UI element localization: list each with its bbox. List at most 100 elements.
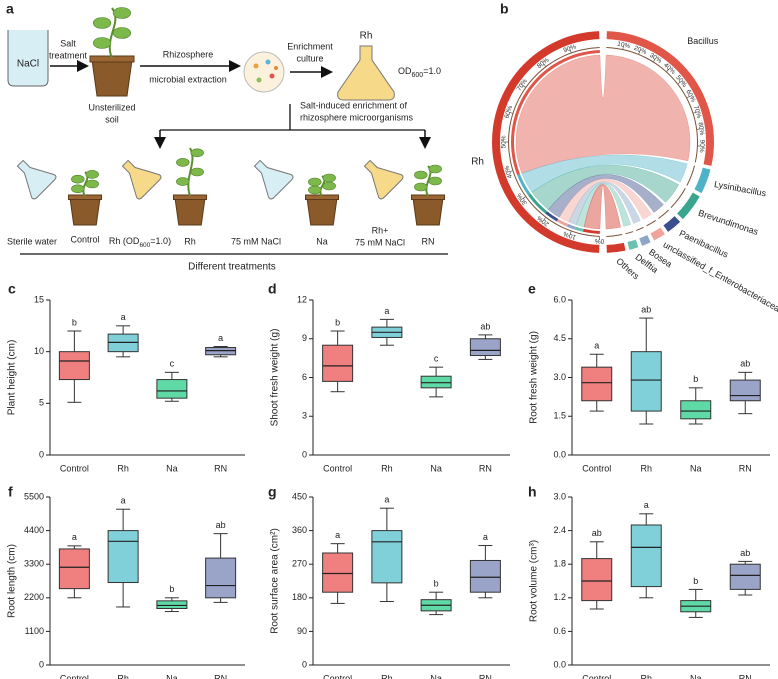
flask-label: Rh <box>360 31 373 42</box>
leaf <box>92 17 112 29</box>
microbe <box>274 66 278 70</box>
x-tick-label: Control <box>60 673 89 679</box>
significance-letter: b <box>72 317 77 327</box>
flask <box>121 159 162 200</box>
box <box>156 600 188 609</box>
box <box>729 379 761 402</box>
solution-text: Rh (OD <box>109 236 140 246</box>
y-tick-label: 3.0 <box>553 372 566 382</box>
y-tick-label: 6 <box>302 372 307 382</box>
x-tick-label: Control <box>323 463 352 473</box>
panel-a: a NaCl Salt treatment Unsterilized soil … <box>6 1 448 273</box>
tick-label: 80% <box>697 122 706 136</box>
tick <box>666 69 670 72</box>
flask <box>253 159 294 200</box>
tick-label: 60% <box>504 105 515 120</box>
flask <box>337 45 395 101</box>
od-sub: 600 <box>412 72 424 79</box>
y-tick-label: 360 <box>292 525 307 535</box>
panel-label: h <box>528 484 537 500</box>
tick-label: 10% <box>562 230 577 241</box>
pot <box>306 197 338 226</box>
target-arc <box>650 227 665 241</box>
x-tick-label: Na <box>166 463 178 473</box>
leaf <box>308 185 322 195</box>
tick-label: 70% <box>692 105 703 120</box>
significance-letter: ab <box>592 528 602 538</box>
tick-label: 90% <box>698 139 706 153</box>
significance-letter: ab <box>480 321 490 331</box>
leaf <box>190 167 204 177</box>
leaf <box>322 181 336 191</box>
petri-dish <box>243 51 285 93</box>
y-axis-label: Root fresh weight (g) <box>529 331 540 424</box>
significance-letter: c <box>434 354 439 364</box>
od-text: =1.0 <box>423 66 441 76</box>
panel-label: d <box>268 281 277 297</box>
step-label: culture <box>296 53 323 63</box>
y-axis-label: Shoot fresh weight (g) <box>270 329 281 427</box>
y-tick-label: 90 <box>297 626 307 636</box>
x-tick-label: RN <box>739 463 752 473</box>
od-label: OD600=1.0 <box>398 66 441 79</box>
step-label: Enrichment <box>287 41 333 51</box>
panel-label: g <box>268 484 277 500</box>
significance-letter: ab <box>740 359 750 369</box>
leaf <box>92 37 112 49</box>
x-tick-label: Na <box>690 463 702 473</box>
target-ring <box>636 226 644 231</box>
significance-letter: a <box>72 532 77 542</box>
category-label: Lysinibacillus <box>713 179 767 198</box>
beaker <box>7 30 49 87</box>
x-tick-label: Rh <box>381 463 393 473</box>
y-axis-label: Root length (cm) <box>7 544 18 618</box>
significance-letter: b <box>434 579 439 589</box>
x-tick-label: Rh <box>640 463 652 473</box>
y-tick-label: 4400 <box>24 525 44 535</box>
tick <box>638 51 641 55</box>
microbe <box>256 77 262 83</box>
box <box>322 344 354 382</box>
leaf <box>71 184 85 194</box>
x-tick-label: Na <box>166 673 178 679</box>
tick-label: 50% <box>501 135 508 148</box>
leaf <box>176 177 190 186</box>
solution-label: Sterile water <box>7 236 57 246</box>
y-tick-label: 0.0 <box>553 659 566 669</box>
y-axis-label: Plant height (cm) <box>7 340 18 416</box>
target-arc <box>677 192 700 220</box>
step-label: soil <box>105 114 119 124</box>
tick <box>569 231 572 235</box>
box <box>58 351 90 381</box>
source-segment <box>582 228 600 234</box>
box <box>729 563 761 590</box>
tick <box>543 63 546 67</box>
treatment-name: RN <box>422 236 435 246</box>
category-label: Bacillus <box>687 36 719 46</box>
y-tick-label: 15 <box>34 294 44 304</box>
target-ring <box>658 209 670 219</box>
significance-letter: b <box>169 584 174 594</box>
y-tick-label: 6.0 <box>553 294 566 304</box>
leaf <box>308 177 322 187</box>
y-tick-label: 180 <box>292 592 307 602</box>
category-label: Brevundimonas <box>697 208 760 237</box>
y-tick-label: 9 <box>302 333 307 343</box>
y-tick-label: 1.2 <box>553 592 566 602</box>
solution-sub: 600 <box>139 242 150 249</box>
pot <box>69 197 101 226</box>
significance-letter: a <box>121 496 126 506</box>
pot <box>91 59 133 97</box>
panel-label: a <box>6 1 14 17</box>
significance-letter: a <box>483 532 488 542</box>
tick <box>543 217 546 221</box>
tick-label: 90% <box>563 43 578 54</box>
x-tick-label: Rh <box>381 673 393 679</box>
beaker-label: NaCl <box>17 59 39 70</box>
x-tick-label: RN <box>739 673 752 679</box>
y-tick-label: 3300 <box>24 559 44 569</box>
box <box>58 548 90 590</box>
significance-letter: ab <box>641 304 651 314</box>
x-tick-label: Rh <box>640 673 652 679</box>
